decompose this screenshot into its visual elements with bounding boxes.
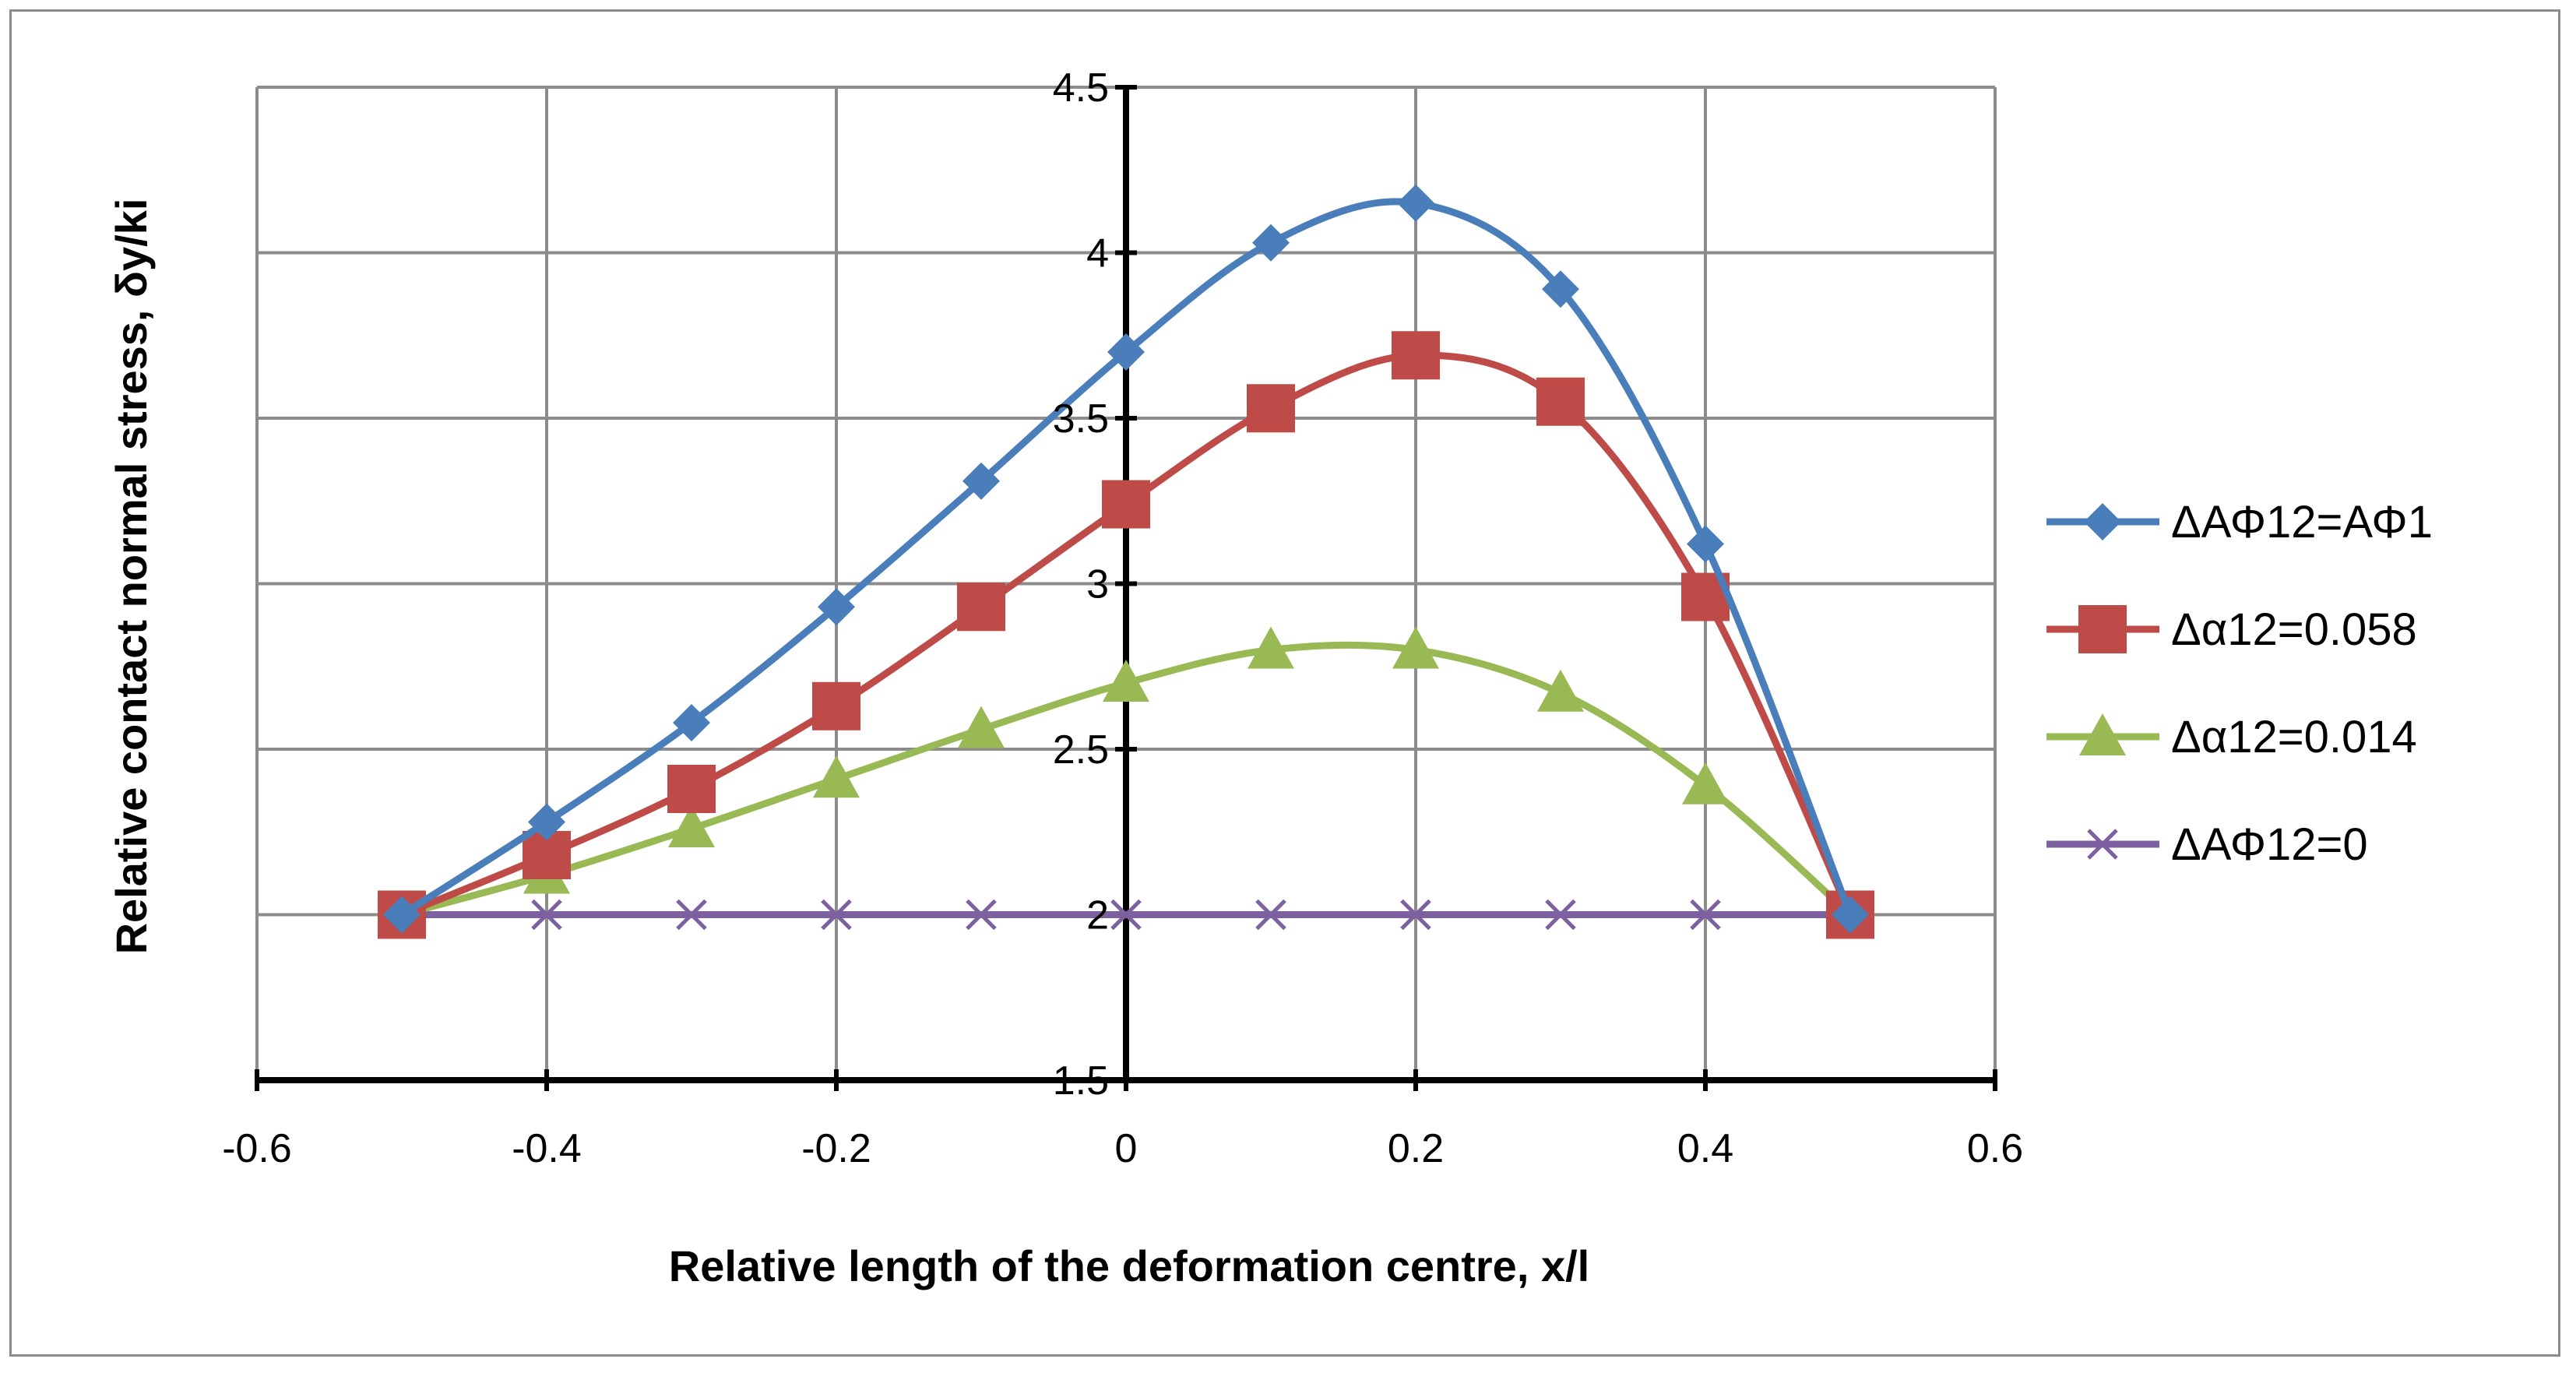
x-tick-label: 0.2 (1388, 1126, 1444, 1171)
y-axis-title: Relative contact normal stress, δy/ki (107, 199, 156, 955)
x-tick-label: 0.6 (1967, 1126, 2023, 1171)
data-point (1110, 899, 1142, 931)
x-tick-label: -0.4 (512, 1126, 582, 1171)
data-point (1103, 660, 1149, 702)
series-3 (386, 899, 1866, 931)
data-point (1107, 333, 1145, 371)
data-point (1537, 669, 1584, 712)
data-point (1536, 377, 1585, 426)
data-point (1690, 899, 1721, 931)
legend-swatch-marker (2078, 605, 2127, 653)
data-point (673, 704, 710, 741)
x-axis-title: Relative length of the deformation centr… (669, 1241, 1589, 1290)
data-point (676, 899, 707, 931)
legend-item: Δα12=0.058 (2046, 604, 2417, 655)
x-tick-label: 0.4 (1677, 1126, 1733, 1171)
data-point (813, 755, 860, 798)
legend-label: Δα12=0.058 (2171, 604, 2417, 655)
legend-label: ΔΑΦ12=0 (2171, 819, 2368, 870)
legend-swatch-marker (2084, 503, 2121, 540)
legend-item: ΔΑΦ12=ΑΦ1 (2046, 497, 2433, 547)
legend-label: ΔΑΦ12=ΑΦ1 (2171, 497, 2433, 547)
axes (255, 85, 1997, 1091)
legend-swatch-marker (2079, 713, 2126, 755)
y-tick-label: 4.5 (1053, 65, 1109, 111)
series-line (399, 198, 1854, 918)
legend-label: Δα12=0.014 (2171, 712, 2417, 762)
data-point (818, 588, 855, 626)
data-point (1545, 899, 1576, 931)
data-point (1400, 899, 1431, 931)
data-point (966, 899, 997, 931)
series-layer (378, 184, 1874, 939)
data-point (528, 803, 565, 841)
y-tick-label: 2.5 (1053, 727, 1109, 773)
legend-item: ΔΑΦ12=0 (2046, 819, 2368, 870)
data-point (383, 896, 421, 934)
data-point (1102, 480, 1150, 529)
y-tick-label: 3 (1086, 562, 1109, 607)
data-point (1255, 899, 1286, 931)
y-tick-label: 1.5 (1053, 1058, 1109, 1104)
data-point (958, 706, 1005, 748)
series-2 (378, 626, 1874, 934)
data-point (1248, 626, 1294, 669)
data-point (1397, 184, 1434, 222)
data-point (1687, 525, 1724, 563)
x-tick-label: -0.2 (801, 1126, 871, 1171)
legend: ΔΑΦ12=ΑΦ1 Δα12=0.058 Δα12=0.014 ΔΑΦ12=0 (2046, 497, 2433, 870)
legend-swatch-marker (2087, 829, 2118, 860)
legend-item: Δα12=0.014 (2046, 712, 2417, 762)
data-point (1392, 331, 1440, 380)
series-line (400, 351, 1854, 918)
data-point (668, 805, 715, 847)
data-point (1252, 224, 1290, 262)
data-point (1247, 384, 1295, 433)
data-point (667, 765, 716, 813)
data-point (812, 681, 860, 731)
data-point (1392, 626, 1439, 669)
data-point (957, 583, 1005, 632)
y-tick-label: 4 (1086, 231, 1109, 276)
data-point (821, 899, 852, 931)
data-point (1682, 762, 1729, 804)
data-point (531, 899, 562, 931)
x-tick-label: 0 (1115, 1126, 1138, 1171)
y-tick-label: 2 (1086, 893, 1109, 938)
y-tick-label: 3.5 (1053, 396, 1109, 442)
series-0 (383, 184, 1869, 934)
data-point (962, 462, 1000, 500)
x-tick-label: -0.6 (222, 1126, 292, 1171)
tick-labels: -0.6 -0.4 -0.2 0 0.2 0.4 0.6 1.5 2 2.5 3 3.5 4 4.5 (222, 65, 2023, 1171)
data-point (1542, 270, 1579, 308)
data-point (1832, 896, 1869, 934)
